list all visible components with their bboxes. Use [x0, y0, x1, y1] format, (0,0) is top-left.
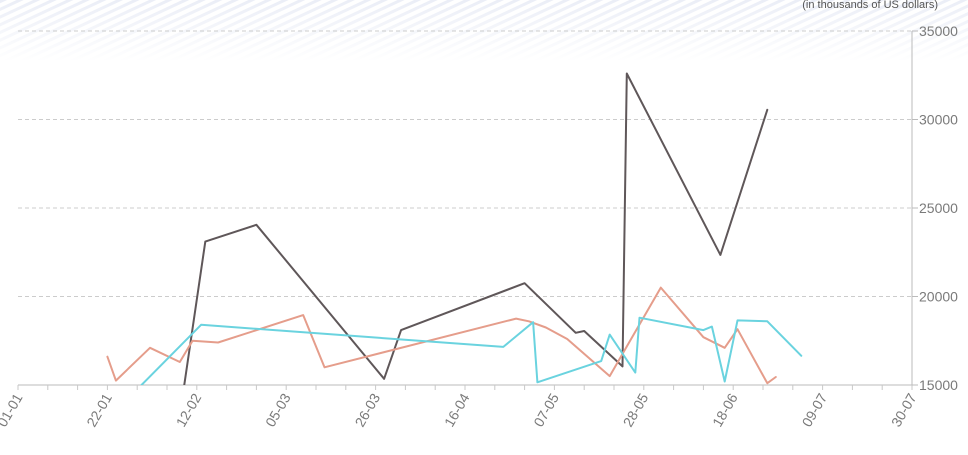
- x-tick-label: 12-02: [173, 390, 205, 429]
- grid-lines: [18, 30, 912, 297]
- y-tick-label: 30000: [919, 112, 958, 128]
- y-axis: 15000 20000 25000 30000 35000: [911, 23, 958, 393]
- x-tick-label: 09-07: [798, 390, 830, 429]
- y-axis-label: (in thousands of US dollars): [802, 0, 938, 11]
- y-tick-label: 15000: [919, 377, 958, 393]
- x-tick-label: 30-07: [888, 390, 920, 429]
- series-line-1: [183, 72, 769, 385]
- x-tick-label: 01-01: [0, 390, 26, 429]
- y-tick-label: 35000: [919, 23, 958, 39]
- y-tick-label: 20000: [919, 289, 958, 305]
- series-line-2: [106, 286, 777, 385]
- x-tick-label: 16-04: [441, 390, 473, 429]
- x-tick-label: 18-06: [709, 390, 741, 429]
- x-axis: 01-01 22-01 12-02 05-03 26-03 16-04 07-05 28-05…: [0, 384, 920, 430]
- series-layer: [106, 72, 803, 385]
- x-tick-label: 26-03: [351, 390, 383, 429]
- y-tick-label: 25000: [919, 200, 958, 216]
- series-line-3: [140, 316, 803, 385]
- x-tick-label: 22-01: [83, 390, 115, 429]
- x-tick-label: 05-03: [262, 390, 294, 429]
- x-tick-label: 28-05: [620, 390, 652, 429]
- x-tick-label: 07-05: [530, 390, 562, 429]
